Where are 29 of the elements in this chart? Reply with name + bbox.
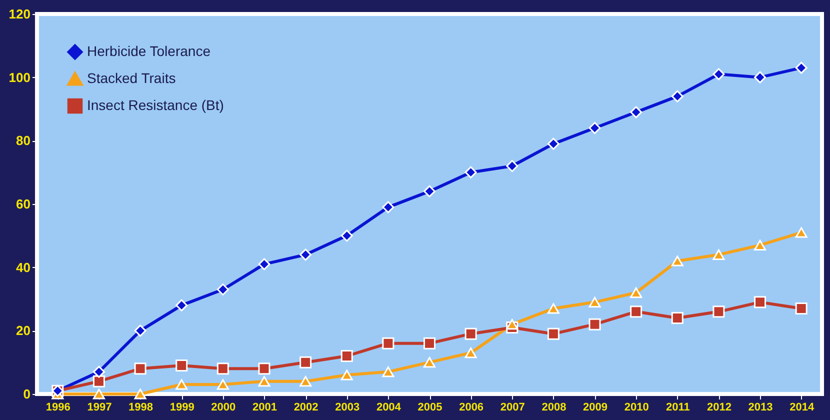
x-tick-label: 2009 <box>583 402 608 414</box>
x-tick-label: 2012 <box>706 402 732 414</box>
y-tick-label: 100 <box>8 70 30 85</box>
x-tick-label: 2011 <box>666 402 690 414</box>
x-tick-label: 2010 <box>624 402 649 414</box>
y-tick-label: 40 <box>16 260 30 275</box>
x-tick-label: 2008 <box>542 402 566 414</box>
legend-label: Stacked Traits <box>87 70 176 86</box>
x-tick-label: 2004 <box>376 402 402 414</box>
x-tick-label: 2003 <box>335 402 360 414</box>
legend-label: Insect Resistance (Bt) <box>87 97 224 113</box>
y-tick-label: 80 <box>16 133 30 148</box>
y-tick-label: 60 <box>16 196 30 212</box>
x-tick-label: 2006 <box>459 402 484 414</box>
x-tick-label: 2000 <box>211 402 236 414</box>
legend-label: Herbicide Tolerance <box>87 43 211 59</box>
y-tick-label: 120 <box>8 6 30 22</box>
x-tick-label: 1996 <box>46 402 70 414</box>
x-tick-label: 1998 <box>128 402 154 414</box>
x-tick-label: 2005 <box>418 402 442 414</box>
y-tick-label: 20 <box>16 323 30 338</box>
x-tick-label: 2013 <box>748 402 773 414</box>
x-tick-label: 2001 <box>252 402 277 414</box>
x-tick-label: 2002 <box>294 402 318 414</box>
x-tick-label: 2014 <box>790 402 815 414</box>
x-tick-label: 2007 <box>500 402 525 414</box>
x-tick-label: 1997 <box>87 402 112 414</box>
x-tick-label: 1999 <box>170 402 194 414</box>
y-tick-label: 0 <box>23 386 30 402</box>
